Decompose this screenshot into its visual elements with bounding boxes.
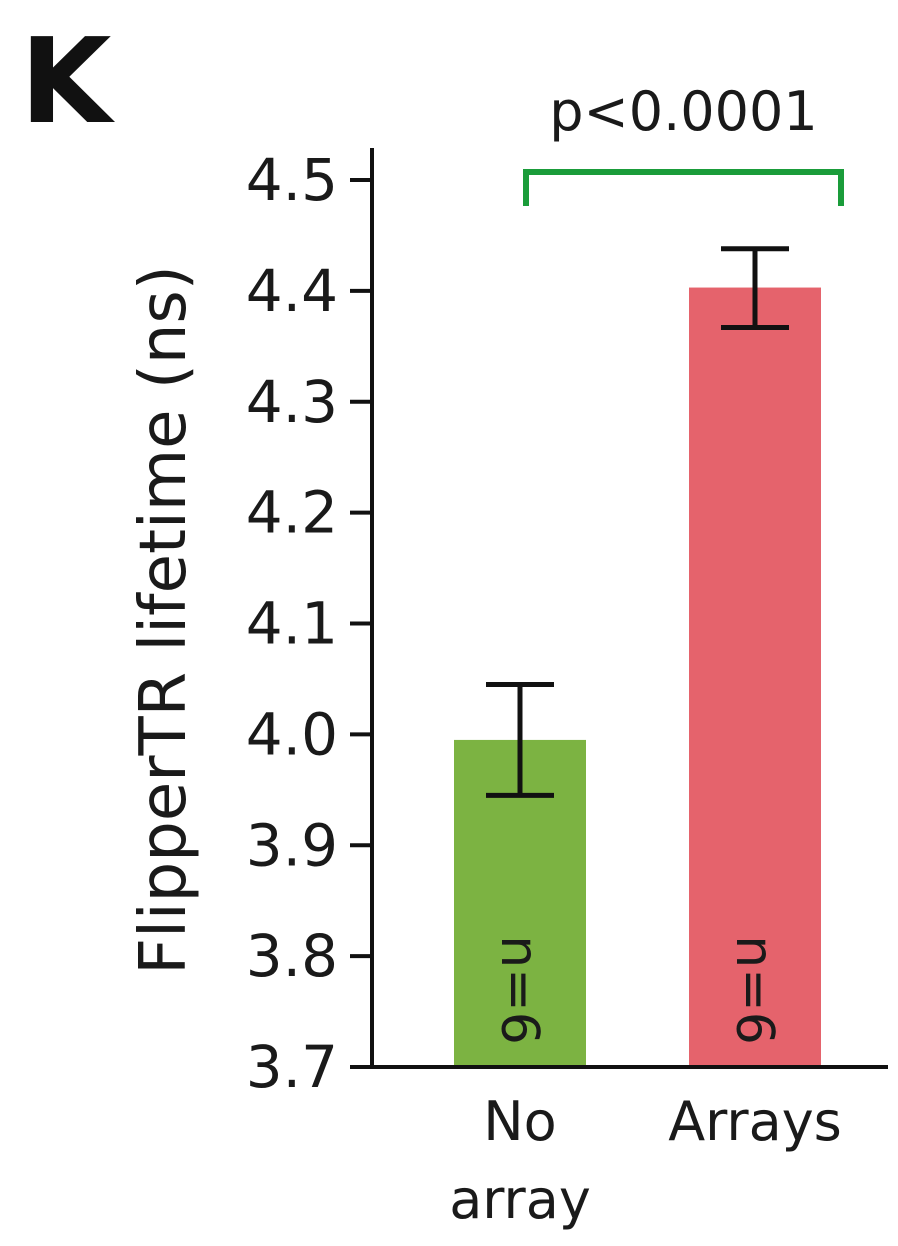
y-tick-label: 4.4 xyxy=(246,257,338,325)
bar xyxy=(689,287,821,1066)
plot-area: 3.7 3.8 3.9 4.0 4.1 4.2 4.3 4.4 4.5 FlipperTR lif… xyxy=(127,80,888,1231)
panel-label: K xyxy=(20,12,116,150)
y-tick-label: 4.5 xyxy=(246,146,338,214)
x-tick-label: array xyxy=(449,1168,591,1231)
y-tick-label: 3.8 xyxy=(246,922,338,990)
x-tick-label: No xyxy=(483,1090,556,1153)
y-tick-label: 4.2 xyxy=(246,479,338,547)
x-tick-label: Arrays xyxy=(668,1090,842,1153)
y-tick-label: 4.1 xyxy=(246,590,338,658)
p-value-label: p<0.0001 xyxy=(549,80,817,143)
y-tick-label: 4.0 xyxy=(246,700,338,768)
y-tick-label: 3.9 xyxy=(246,811,338,879)
significance-bracket xyxy=(523,169,844,206)
sample-size-label: n=6 xyxy=(489,935,549,1045)
y-tick-label: 3.7 xyxy=(246,1033,338,1101)
y-tick-label: 4.3 xyxy=(246,368,338,436)
sample-size-label: n=6 xyxy=(724,935,784,1045)
y-axis-title: FlipperTR lifetime (ns) xyxy=(127,265,201,974)
